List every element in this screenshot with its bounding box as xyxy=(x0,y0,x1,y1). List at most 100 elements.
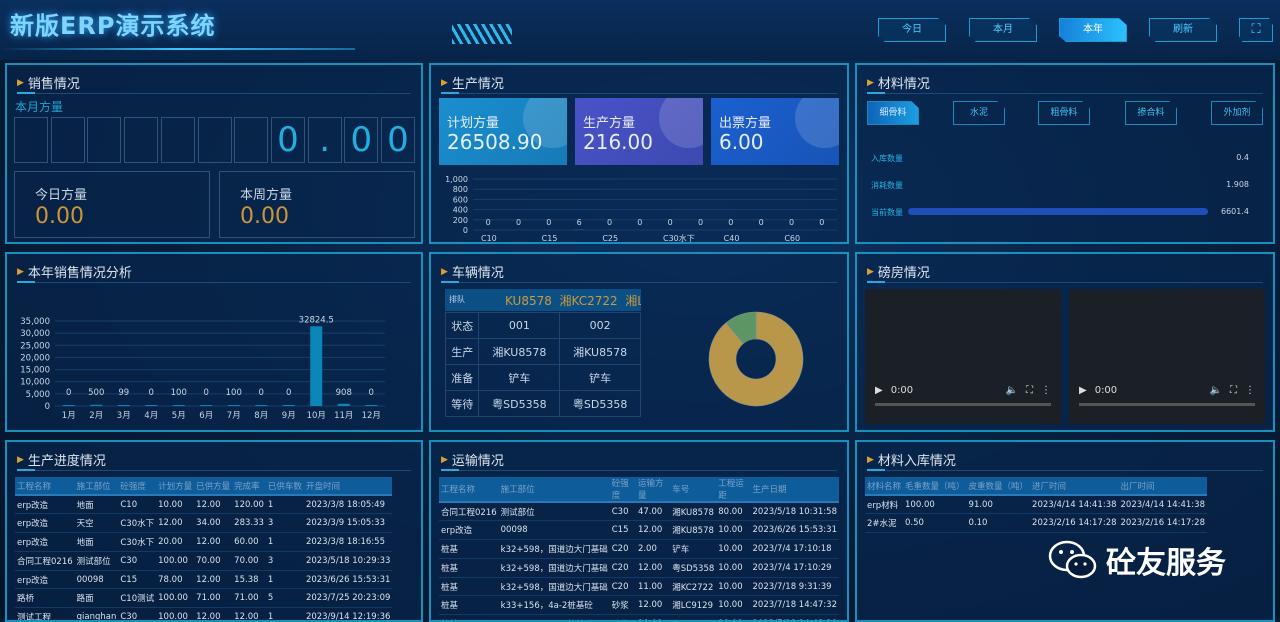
x-tick-label: C60 xyxy=(784,234,800,243)
material-tab-4[interactable]: 外加剂 xyxy=(1211,101,1263,125)
bar xyxy=(118,405,130,406)
table-cell: 桩基 xyxy=(439,577,499,596)
week-value: 0.00 xyxy=(240,204,289,229)
video-controls: ▶0:00🔈⛶⋮ xyxy=(1079,385,1255,396)
bar xyxy=(365,405,377,406)
material-tab-2[interactable]: 粗骨料 xyxy=(1038,101,1090,125)
range-button-1[interactable]: 本月 xyxy=(969,18,1037,42)
digit-cell xyxy=(161,117,195,163)
more-icon[interactable]: ⋮ xyxy=(1041,385,1051,396)
table-cell: C15 xyxy=(118,570,156,589)
table-cell: 60.00 xyxy=(232,533,266,552)
video-progress-bar[interactable] xyxy=(875,403,1051,406)
range-button-0[interactable]: 今日 xyxy=(878,18,946,42)
table-cell: 2023/7/18 14:47:32 xyxy=(751,596,839,615)
table-cell: C30 xyxy=(610,502,636,521)
material-tab-0[interactable]: 细骨料 xyxy=(867,101,919,125)
column-header: 施工部位 xyxy=(499,477,610,502)
week-label: 本周方量 xyxy=(240,184,292,203)
data-label: 0 xyxy=(789,218,794,227)
table-cell: 12.00 xyxy=(194,495,232,514)
table-cell: 测试部位 xyxy=(499,502,610,521)
table-cell: 湘KU8578 xyxy=(670,615,716,622)
bar xyxy=(228,405,240,406)
card-label: 生产方量 xyxy=(583,112,635,131)
table-cell: 10.00 xyxy=(156,495,194,514)
volume-icon[interactable]: 🔈 xyxy=(1210,385,1222,396)
table-cell: C30水下 xyxy=(118,533,156,552)
column-header: 已供方量 xyxy=(194,477,232,495)
fullscreen-icon[interactable]: ⛶ xyxy=(1230,385,1237,396)
bar xyxy=(173,405,185,406)
table-cell: 2023/5/18 10:31:58 xyxy=(751,502,839,521)
range-button-2[interactable]: 本年 xyxy=(1059,18,1127,42)
bar xyxy=(63,405,75,406)
y-tick-label: 0 xyxy=(463,226,468,235)
table-cell: 路桥 xyxy=(15,589,75,608)
table-cell: 70.00 xyxy=(194,551,232,570)
table-cell: 10.00 xyxy=(716,558,750,577)
camera-video[interactable]: ▶0:00🔈⛶⋮ xyxy=(865,289,1061,424)
table-row[interactable]: 桩基k33+156，4a-2桩基砼砂浆10.00湘KU857810.002023… xyxy=(439,615,839,622)
table-cell: 10.00 xyxy=(636,615,670,622)
range-button-3[interactable]: 刷新 xyxy=(1149,18,1217,42)
table-cell: 地面 xyxy=(75,495,119,514)
video-controls: ▶0:00🔈⛶⋮ xyxy=(875,385,1051,396)
column-header: 开盘时间 xyxy=(304,477,392,495)
table-cell: 11.00 xyxy=(636,577,670,596)
x-tick-label: C25 xyxy=(602,234,618,243)
material-tab-3[interactable]: 掺合料 xyxy=(1125,101,1177,125)
table-cell: k32+598，国道边大门基础 xyxy=(499,540,610,559)
table-cell: 283.33 xyxy=(232,514,266,533)
table-cell: 桩基 xyxy=(439,596,499,615)
table-cell: qianghan xyxy=(75,608,119,622)
table-cell: 2023/4/14 14:41:38 xyxy=(1030,495,1118,514)
vehicle-cell: 铲车 xyxy=(560,365,641,391)
more-icon[interactable]: ⋮ xyxy=(1245,385,1255,396)
table-cell: erp改造 xyxy=(15,514,75,533)
material-tab-1[interactable]: 水泥 xyxy=(953,101,1005,125)
header-stripes-decoration xyxy=(452,24,512,44)
table-cell: 2023/6/26 15:53:31 xyxy=(751,521,839,540)
bar xyxy=(338,404,350,406)
play-icon[interactable]: ▶ xyxy=(875,385,883,396)
data-label: 0 xyxy=(759,218,764,227)
wechat-icon xyxy=(1048,539,1098,581)
column-header: 车号 xyxy=(670,477,716,502)
table-cell: 34.00 xyxy=(194,514,232,533)
table-cell: 12.00 xyxy=(636,596,670,615)
video-progress-bar[interactable] xyxy=(1079,403,1255,406)
expand-icon[interactable]: ⛶ xyxy=(1239,18,1273,42)
volume-icon[interactable]: 🔈 xyxy=(1006,385,1018,396)
fullscreen-icon[interactable]: ⛶ xyxy=(1026,385,1033,396)
panel-title: 运输情况 xyxy=(452,450,504,469)
play-icon[interactable]: ▶ xyxy=(1079,385,1087,396)
table-cell: 桩基 xyxy=(439,558,499,577)
camera-video[interactable]: ▶0:00🔈⛶⋮ xyxy=(1069,289,1265,424)
y-tick-label: 800 xyxy=(453,185,468,194)
table-cell: 天空 xyxy=(75,514,119,533)
digit-cell: . xyxy=(308,117,342,163)
